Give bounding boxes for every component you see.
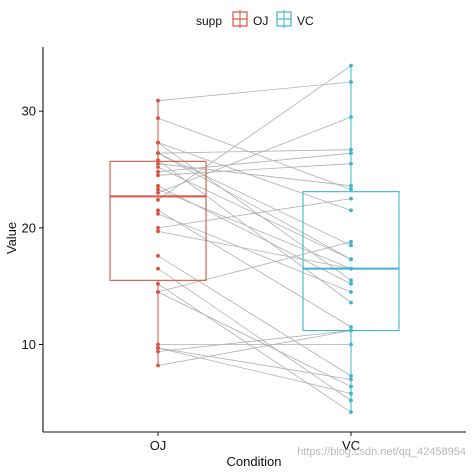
pair-line bbox=[157, 142, 352, 281]
point-vc bbox=[349, 63, 353, 68]
pair-line bbox=[157, 185, 352, 285]
point-oj bbox=[156, 349, 160, 354]
point-oj bbox=[156, 187, 160, 192]
pair-line bbox=[157, 81, 352, 102]
point-vc bbox=[349, 391, 353, 396]
point-vc bbox=[349, 278, 353, 283]
point-oj bbox=[156, 98, 160, 103]
point-oj bbox=[156, 208, 160, 213]
point-vc bbox=[349, 266, 353, 271]
pair-line bbox=[157, 117, 352, 190]
point-vc bbox=[349, 374, 353, 378]
point-vc bbox=[349, 161, 353, 166]
point-oj bbox=[156, 140, 160, 145]
point-vc bbox=[349, 257, 353, 262]
point-oj bbox=[156, 253, 160, 258]
point-vc bbox=[349, 398, 353, 403]
point-oj bbox=[156, 229, 160, 234]
legend: supp OJ VC bbox=[196, 10, 314, 28]
point-vc bbox=[349, 290, 353, 294]
point-vc bbox=[349, 196, 353, 201]
x-axis-title: Condition bbox=[227, 454, 282, 469]
pair-line bbox=[157, 347, 352, 394]
point-vc bbox=[349, 208, 353, 213]
point-vc bbox=[349, 342, 353, 347]
point-vc bbox=[349, 239, 353, 244]
pair-line bbox=[157, 152, 352, 260]
pair-line bbox=[157, 142, 352, 211]
point-oj bbox=[156, 266, 160, 271]
watermark: https://blog.csdn.net/qq_42458954 bbox=[297, 446, 466, 458]
y-tick-label: 30 bbox=[22, 104, 36, 119]
pair-lines bbox=[157, 65, 352, 413]
points bbox=[156, 63, 353, 415]
point-vc bbox=[349, 243, 353, 248]
x-tick-label-oj: OJ bbox=[150, 438, 167, 453]
pair-line bbox=[157, 116, 352, 194]
pair-line bbox=[157, 209, 352, 328]
y-tick-label: 20 bbox=[22, 220, 36, 235]
point-oj bbox=[156, 116, 160, 121]
pair-line bbox=[157, 152, 352, 173]
point-vc bbox=[349, 325, 353, 329]
point-oj bbox=[156, 161, 160, 166]
pair-line bbox=[157, 65, 352, 201]
legend-label-oj: OJ bbox=[253, 14, 268, 28]
pair-line bbox=[157, 268, 352, 401]
point-oj bbox=[156, 346, 160, 350]
pair-line bbox=[157, 149, 352, 154]
pair-line bbox=[157, 230, 352, 270]
x-tick-label-vc: VC bbox=[342, 438, 360, 453]
point-vc bbox=[349, 187, 353, 192]
legend-key-vc bbox=[276, 10, 292, 28]
point-oj bbox=[156, 183, 160, 188]
point-vc bbox=[349, 328, 353, 333]
legend-title: supp bbox=[196, 14, 222, 28]
point-oj bbox=[156, 190, 160, 195]
pair-line bbox=[157, 213, 352, 293]
pair-line bbox=[157, 241, 352, 293]
pair-line bbox=[157, 166, 352, 260]
legend-key-oj bbox=[232, 10, 248, 28]
point-oj bbox=[156, 290, 160, 294]
pair-line bbox=[157, 347, 352, 380]
pair-line bbox=[157, 255, 352, 377]
point-oj bbox=[156, 165, 160, 170]
point-oj bbox=[156, 169, 160, 174]
point-vc bbox=[349, 115, 353, 119]
point-oj bbox=[156, 281, 160, 286]
point-oj bbox=[156, 225, 160, 230]
point-vc bbox=[349, 80, 353, 84]
point-vc bbox=[349, 300, 353, 305]
point-vc bbox=[349, 151, 353, 156]
point-oj bbox=[156, 158, 160, 163]
point-oj bbox=[156, 151, 160, 156]
point-vc bbox=[349, 377, 353, 382]
point-vc bbox=[349, 281, 353, 286]
axes: 10 20 30 OJ VC bbox=[22, 47, 466, 453]
point-oj bbox=[156, 363, 160, 368]
legend-label-vc: VC bbox=[297, 14, 314, 28]
y-axis-title: Value bbox=[4, 222, 19, 254]
pair-line bbox=[157, 163, 352, 187]
pair-line bbox=[157, 330, 352, 366]
point-vc bbox=[349, 147, 353, 152]
pair-line bbox=[157, 330, 352, 352]
boxes bbox=[109, 65, 400, 413]
point-oj bbox=[156, 342, 160, 347]
pair-line bbox=[157, 291, 352, 387]
pair-line bbox=[157, 163, 352, 176]
point-vc bbox=[349, 384, 353, 389]
pair-line bbox=[157, 188, 352, 270]
point-oj bbox=[156, 211, 160, 216]
point-oj bbox=[156, 197, 160, 202]
point-oj bbox=[156, 173, 160, 178]
y-tick-label: 10 bbox=[22, 337, 36, 352]
point-vc bbox=[349, 183, 353, 188]
box-body bbox=[109, 160, 207, 281]
point-vc bbox=[349, 410, 353, 415]
